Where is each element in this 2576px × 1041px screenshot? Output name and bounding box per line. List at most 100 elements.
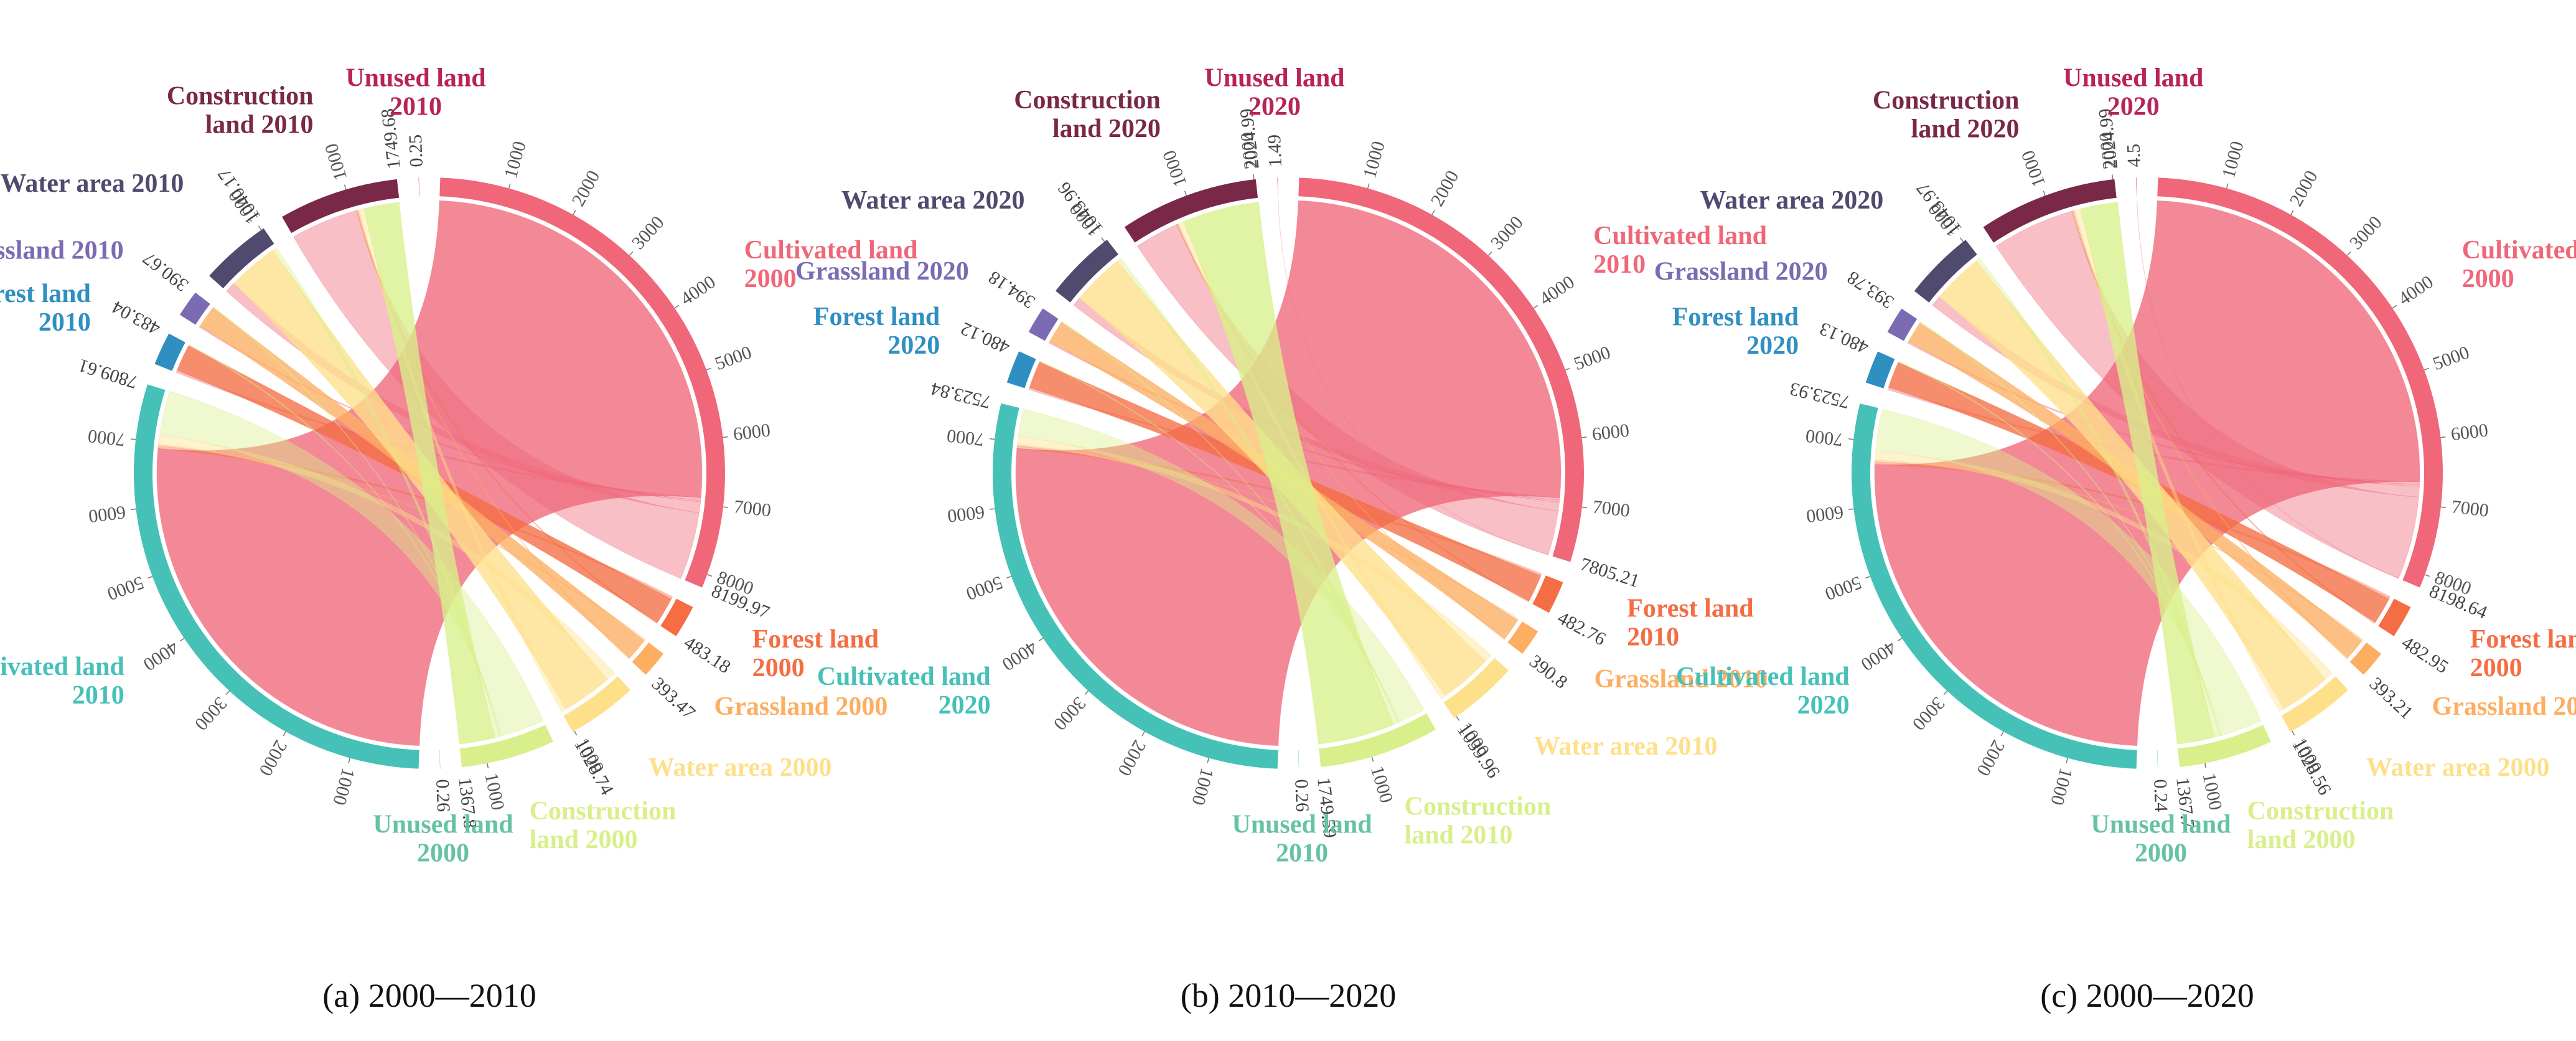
segment-arc-unused-land-2020 [2136, 177, 2137, 197]
segment-label-unused-land-2000: Unused land 2000 [373, 811, 513, 868]
segment-label-construction-land-2010: Construction land 2010 [167, 82, 314, 139]
segment-label-line: 2000 [2135, 839, 2187, 868]
segment-arc-grassland-2000 [632, 642, 664, 675]
tick-label-cultivated-land-2000: 6000 [732, 420, 772, 445]
tick-mark-cultivated-land-2010 [1487, 251, 1492, 256]
tick-mark-water-area-2020 [1959, 237, 1964, 242]
segment-label-line: 2020 [1797, 691, 1850, 720]
segment-label-line: Forest land [2470, 625, 2576, 654]
ribbon-cultivated-land-2000-to-forest-land-2020 [1887, 387, 2420, 485]
segment-label-unused-land-2010: Unused land 2010 [1232, 811, 1372, 868]
chord-diagram-a: 100020003000400050006000700080008199.974… [0, 64, 917, 868]
ribbons [1015, 200, 1562, 747]
ribbon-cultivated-land-2010-to-grassland-2020 [1048, 341, 1560, 503]
ribbon-water-area-2000-to-water-area-2010 [233, 249, 608, 710]
tick-mark-construction-land-2020 [2111, 174, 2114, 180]
segment-arc-forest-land-2020 [1006, 351, 1036, 389]
tick-mark-cultivated-land-2000 [2424, 574, 2430, 577]
segment-arc-unused-land-2000 [439, 750, 441, 769]
end-value-grassland-2000: 393.21 [2366, 673, 2417, 723]
ribbons [156, 200, 703, 747]
tick-label-cultivated-land-2020: 2000 [1113, 737, 1150, 779]
tick-mark-cultivated-land-2020 [1207, 758, 1210, 763]
tick-label-cultivated-land-2010: 3000 [190, 693, 231, 735]
segment-arc-water-area-2010 [1443, 657, 1509, 718]
ribbon-forest-land-2010-to-construction-land-2020 [1176, 224, 1530, 603]
ribbon-grassland-2010-to-construction-land-2020 [1177, 223, 1506, 641]
tick-mark-cultivated-land-2000 [2226, 183, 2229, 189]
segment-label-grassland-2010: Grassland 2010 [1594, 665, 1768, 694]
segment-label-line: Construction [167, 82, 314, 111]
tick-label-construction-land-2020: 1000 [1159, 148, 1191, 190]
segment-arc-forest-land-2000 [660, 598, 693, 636]
tick-label-cultivated-land-2000: 5000 [2430, 342, 2472, 374]
segment-label-line: Cultivated land [744, 236, 918, 265]
tick-label-cultivated-land-2000: 7000 [733, 496, 772, 521]
tick-mark-water-area-2000 [574, 730, 578, 736]
segment-label-line: Cultivated land [1593, 222, 1767, 250]
segment-arc-water-area-2020 [1055, 239, 1118, 303]
caption-a: (a) 2000—2010 [322, 977, 536, 1014]
segment-label-line: Forest land [1672, 303, 1799, 331]
chord-diagram-c: 100020003000400050006000700080008198.644… [1654, 64, 2576, 868]
tick-label-cultivated-land-2010: 5000 [1571, 342, 1613, 375]
segment-label-cultivated-land-2020: Cultivated land 2020 [1676, 662, 1850, 720]
tick-label-cultivated-land-2010: 3000 [1487, 212, 1527, 254]
segment-label-line: 2010 [1276, 839, 1328, 868]
tick-mark-cultivated-land-2010 [179, 638, 185, 642]
tick-mark-cultivated-land-2000 [723, 436, 728, 438]
tick-mark-construction-land-2020 [2043, 191, 2046, 196]
ribbon-forest-land-2000-to-forest-land-2020 [1888, 361, 2390, 623]
ribbon-cultivated-land-2000-to-forest-land-2010 [176, 369, 701, 501]
tick-label-cultivated-land-2020: 7000 [1804, 425, 1843, 450]
segment-label-line: land 2010 [205, 111, 314, 139]
segment-label-unused-land-2000: Unused land 2000 [2091, 811, 2231, 868]
segment-label-line: Forest land [752, 625, 879, 654]
end-value-forest-land-2000: 483.18 [680, 632, 734, 677]
tick-label-cultivated-land-2000: 3000 [2346, 212, 2386, 254]
segment-arc-construction-land-2000 [2177, 725, 2271, 768]
end-value-grassland-2000: 393.47 [648, 673, 700, 723]
ribbon-cultivated-land-2000-to-grassland-2020 [1907, 341, 2420, 487]
segment-label-line: 2010 [1593, 250, 1646, 279]
segment-label-line: 2020 [939, 691, 991, 720]
segment-label-line: 2000 [2462, 265, 2514, 293]
segment-label-construction-land-2000: Construction land 2000 [2247, 797, 2394, 854]
tick-mark-cultivated-land-2020 [1943, 690, 1948, 695]
end-value-grassland-2010: 390.67 [139, 248, 192, 296]
end-value-unused-land-2000: 0.26 [432, 779, 454, 813]
tick-label-cultivated-land-2020: 2000 [1972, 737, 2008, 779]
end-value-forest-land-2020: 480.12 [958, 318, 1013, 358]
tick-mark-cultivated-land-2020 [1084, 690, 1089, 695]
tick-mark-water-area-2000 [2292, 730, 2295, 736]
tick-label-cultivated-land-2020: 6000 [1805, 502, 1845, 527]
segment-arc-grassland-2020 [1028, 308, 1059, 341]
segment-label-line: Unused land [1232, 811, 1372, 839]
segment-label-line: Construction [530, 797, 677, 826]
end-value-forest-land-2020: 480.13 [1817, 318, 1872, 358]
segment-arc-forest-land-2000 [2378, 598, 2411, 636]
segment-arc-construction-land-2000 [459, 725, 553, 768]
ribbon-water-area-2000-to-construction-land-2020 [2074, 208, 2285, 712]
tick-mark-cultivated-land-2010 [1431, 210, 1435, 215]
chord-diagram-b: 10002000300040005000600070007805.21482.7… [795, 64, 1768, 868]
ribbon-grassland-2000-to-grassland-2010 [199, 306, 645, 659]
tick-label-cultivated-land-2000: 2000 [568, 167, 604, 209]
segment-label-forest-land-2020: Forest land 2020 [1672, 303, 1799, 360]
tick-label-cultivated-land-2010: 6000 [87, 502, 127, 527]
segment-arc-unused-land-2010 [1298, 750, 1300, 769]
tick-mark-water-area-2020 [1101, 237, 1105, 242]
segment-label-line: Unused land [1204, 64, 1344, 92]
ribbon-cultivated-land-2000-to-unused-land-2020 [2136, 200, 2399, 579]
tick-mark-water-area-2010 [1456, 716, 1460, 721]
ribbon-cultivated-land-2010-to-unused-land-2020 [1278, 200, 1549, 555]
tick-mark-cultivated-land-2020 [1038, 638, 1044, 642]
tick-mark-cultivated-land-2010 [148, 576, 153, 579]
tick-mark-cultivated-land-2020 [2066, 758, 2069, 763]
ribbons [1874, 200, 2420, 747]
tick-label-construction-land-2000: 1000 [2198, 771, 2226, 812]
